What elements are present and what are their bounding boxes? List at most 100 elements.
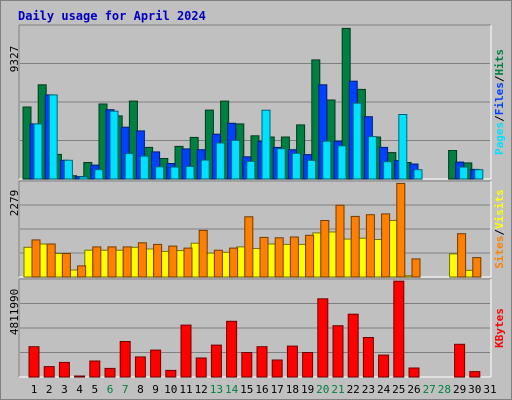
bar-sites-day-1 (31, 239, 41, 278)
series-sites (31, 182, 482, 278)
legend-kbytes: KBytes (493, 308, 506, 348)
x-tick-label-day-28: 28 (438, 383, 451, 396)
bar-kbytes-day-22 (347, 313, 359, 378)
bar-sites-day-30 (472, 257, 482, 278)
legend-pages: Pages (493, 122, 506, 155)
x-tick-label-day-29: 29 (453, 383, 466, 396)
x-tick-label-day-27: 27 (423, 383, 436, 396)
bar-pages-day-12 (200, 159, 210, 180)
bar-kbytes-day-5 (89, 360, 101, 378)
x-tick-label-day-14: 14 (225, 383, 239, 396)
bar-kbytes-day-12 (195, 357, 207, 378)
bar-sites-day-15 (244, 216, 254, 278)
bar-kbytes-day-21 (332, 325, 344, 378)
bar-kbytes-day-17 (271, 359, 283, 378)
x-tick-label-day-24: 24 (377, 383, 391, 396)
bar-pages-day-5 (94, 169, 104, 180)
x-tick-label-day-1: 1 (31, 383, 38, 396)
x-tick-label-day-4: 4 (76, 383, 83, 396)
x-tick-label-day-21: 21 (331, 383, 344, 396)
bar-kbytes-day-13 (210, 344, 222, 378)
bar-sites-day-11 (183, 247, 193, 278)
bar-sites-day-2 (46, 243, 56, 278)
bar-pages-day-1 (33, 123, 43, 180)
bar-pages-day-8 (139, 155, 149, 180)
panel-max-label: 2279 (8, 190, 21, 217)
bar-kbytes-day-30 (469, 371, 481, 378)
bar-pages-day-22 (352, 102, 362, 180)
x-tick-label-day-12: 12 (195, 383, 208, 396)
bar-pages-day-2 (48, 94, 58, 180)
bar-kbytes-day-14 (226, 320, 238, 378)
legend-separator: / (493, 229, 506, 236)
bar-kbytes-day-8 (134, 356, 146, 378)
legend-separator: / (493, 115, 506, 122)
x-tick-label-day-2: 2 (46, 383, 53, 396)
x-tick-label-day-22: 22 (347, 383, 360, 396)
legend-files: Files (493, 82, 506, 115)
x-tick-label-day-23: 23 (362, 383, 375, 396)
bar-kbytes-day-6 (104, 367, 116, 378)
bar-kbytes-day-11 (180, 324, 192, 378)
bar-sites-day-12 (198, 229, 208, 278)
bar-sites-day-9 (153, 243, 163, 278)
x-tick-label-day-9: 9 (152, 383, 159, 396)
bar-kbytes-day-15 (241, 352, 253, 378)
bar-pages-day-11 (185, 166, 195, 180)
bar-pages-day-29 (459, 166, 469, 180)
bar-pages-day-14 (231, 139, 241, 180)
panel-max-label: 9327 (8, 46, 21, 73)
bar-sites-day-19 (305, 234, 315, 278)
bar-sites-day-7 (122, 246, 132, 278)
series-kbytes (28, 280, 481, 378)
panel-legend: KBytes (493, 308, 506, 348)
bar-kbytes-day-10 (165, 369, 177, 378)
bar-pages-day-13 (215, 142, 225, 180)
bar-kbytes-day-20 (317, 298, 329, 378)
series-pages (33, 94, 484, 180)
x-tick-label-day-3: 3 (61, 383, 68, 396)
x-tick-label-day-30: 30 (468, 383, 481, 396)
bar-pages-day-21 (337, 145, 347, 180)
bar-pages-day-30 (474, 169, 484, 180)
bar-pages-day-16 (261, 109, 271, 180)
bar-sites-day-21 (335, 204, 345, 278)
bar-kbytes-day-16 (256, 346, 268, 378)
x-tick-label-day-20: 20 (316, 383, 329, 396)
panel-visits-sites: 2279 Sites/Visits (8, 180, 506, 278)
bar-sites-day-25 (396, 182, 406, 278)
x-tick-label-day-17: 17 (271, 383, 284, 396)
bar-sites-day-16 (259, 236, 269, 278)
bar-pages-day-10 (170, 166, 180, 180)
bar-sites-day-4 (77, 265, 87, 278)
legend-hits: Hits (493, 49, 506, 76)
bar-sites-day-29 (457, 233, 467, 278)
chart-panels: 9327Pages/Files/Hits2279Sites/Visits4811… (8, 24, 506, 378)
x-tick-label-day-19: 19 (301, 383, 314, 396)
bar-kbytes-day-4 (74, 375, 86, 378)
bar-sites-day-13 (213, 249, 223, 278)
chart-title: Daily usage for April 2024 (18, 9, 206, 23)
x-tick-label-day-26: 26 (407, 383, 420, 396)
x-tick-label-day-8: 8 (137, 383, 144, 396)
bar-kbytes-day-24 (378, 354, 390, 378)
bar-sites-day-26 (411, 258, 421, 278)
bar-pages-day-4 (79, 176, 89, 180)
panel-max-label: 4811990 (8, 289, 21, 335)
bar-kbytes-day-25 (393, 280, 405, 378)
bar-pages-day-23 (367, 136, 377, 180)
bar-sites-day-5 (92, 246, 102, 278)
legend-visits: Visits (493, 189, 506, 229)
bar-pages-day-9 (155, 166, 165, 180)
legend-separator: / (493, 75, 506, 82)
bar-pages-day-3 (63, 159, 73, 180)
x-tick-label-day-13: 13 (210, 383, 223, 396)
x-tick-label-day-11: 11 (179, 383, 192, 396)
bar-sites-day-23 (365, 214, 375, 278)
x-axis-day-labels: 1 2 3 4 5 6 7 8 9 10 11 12 13 14 15 16 17 18 19 20 21 22 23 24 2… (31, 383, 497, 396)
bar-kbytes-day-3 (58, 361, 70, 378)
bar-pages-day-17 (276, 148, 286, 180)
bar-sites-day-22 (350, 215, 360, 278)
